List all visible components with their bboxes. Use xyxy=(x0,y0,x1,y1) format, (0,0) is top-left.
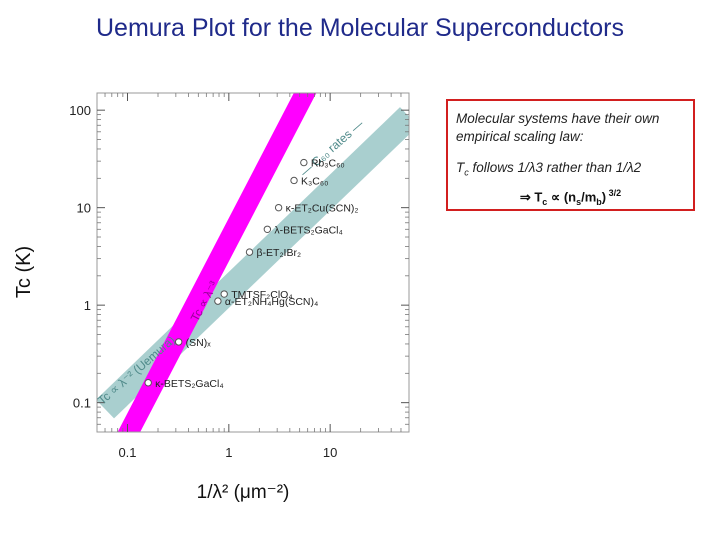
data-point xyxy=(263,225,272,233)
x-tick-label: 0.1 xyxy=(118,445,136,460)
data-point-label: κ-ET₂Cu(SCN)₂ xyxy=(286,203,359,215)
data-point-label: κ-BETS₂GaCl₄ xyxy=(155,378,223,390)
callout-relation: ⇒ Tc ∝ (ns/mb) 3/2 xyxy=(519,187,622,207)
data-point xyxy=(220,290,228,298)
data-point-label: β-ET₂IBr₂ xyxy=(257,247,302,259)
data-point xyxy=(274,203,283,212)
data-point-label: TMTSF₂ClO₄ xyxy=(231,289,292,301)
data-points: κ-BETS₂GaCl₄ (SN)ₓ α-ET₂NH₄Hg(SCN)₄TMTSF₂C… xyxy=(144,158,359,390)
data-point xyxy=(174,338,183,346)
slide-title: Uemura Plot for the Molecular Supercondu… xyxy=(95,14,625,42)
scaling-bands xyxy=(97,93,409,432)
data-point-label: λ-BETS₂GaCl₄ xyxy=(274,224,342,236)
data-point xyxy=(144,379,152,387)
data-point xyxy=(300,158,308,167)
axis-ticks: 0.1 1 10 0.1 1 10 100 xyxy=(69,93,409,460)
x-axis-label: 1/λ² (μm⁻²) xyxy=(197,482,290,503)
data-point-label: K₃C₆₀ xyxy=(301,175,328,187)
scaling-law-callout: Molecular systems have their own empiric… xyxy=(446,99,695,211)
data-point xyxy=(214,297,222,305)
callout-follows: Tc follows 1/λ3 rather than 1/λ2 xyxy=(456,160,642,178)
data-point-label: Rb₃C₆₀ xyxy=(311,158,345,170)
callout-intro: Molecular systems have their own empiric… xyxy=(456,111,660,144)
data-point xyxy=(290,176,298,185)
band-lambda3 xyxy=(117,93,317,432)
y-tick-label: 10 xyxy=(77,201,91,216)
y-tick-label: 1 xyxy=(84,298,91,313)
y-axis-label: Tc (K) xyxy=(13,246,35,298)
data-point-label: α-ET₂NH₄Hg(SCN)₄ xyxy=(225,296,318,308)
y-tick-label: 100 xyxy=(69,103,91,118)
data-point-label: (SN)ₓ xyxy=(186,337,212,349)
x-tick-label: 10 xyxy=(323,445,337,460)
y-tick-label: 0.1 xyxy=(73,396,91,411)
data-point xyxy=(245,248,254,256)
plot-frame xyxy=(96,92,410,433)
x-tick-label: 1 xyxy=(225,445,232,460)
